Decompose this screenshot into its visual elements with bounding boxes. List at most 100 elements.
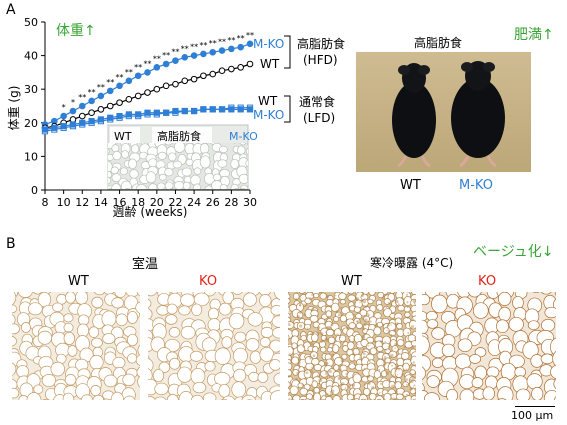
stain-dot xyxy=(288,310,291,313)
adipocyte-cell xyxy=(248,371,260,382)
stain-dot xyxy=(406,301,409,304)
adipocyte-cell xyxy=(497,398,507,400)
stain-dot xyxy=(412,386,415,389)
adipocyte-cell xyxy=(273,292,280,301)
adipocyte-cell xyxy=(311,333,319,342)
stain-dot xyxy=(394,390,398,394)
adipocyte-cell xyxy=(327,336,336,344)
adipocyte-cell xyxy=(422,366,426,380)
stain-dot xyxy=(339,365,341,367)
adipocyte-cell xyxy=(380,370,388,378)
data-point xyxy=(190,52,198,59)
adipocyte-cell xyxy=(422,293,431,306)
adipocyte-cell xyxy=(62,392,75,400)
stain-dot xyxy=(379,382,383,385)
data-point xyxy=(51,124,58,131)
adipocyte-cell xyxy=(111,144,120,153)
stain-dot xyxy=(414,336,416,340)
adipocyte-cell xyxy=(168,327,181,338)
stain-dot xyxy=(351,313,354,316)
adipocyte-cell xyxy=(127,333,138,347)
adipocyte-cell xyxy=(395,393,404,400)
adipocyte-cell xyxy=(313,292,320,299)
histology-inset: WT 高脂肪食 M-KO xyxy=(97,124,258,190)
adipocyte-cell xyxy=(0,322,5,335)
data-point xyxy=(162,60,170,68)
stain-dot xyxy=(410,346,415,350)
adipocyte-cell xyxy=(331,344,340,353)
x-tick-label: 22 xyxy=(168,196,182,209)
adipocyte-cell xyxy=(330,302,340,313)
adipocyte-cell xyxy=(102,333,116,345)
stain-dot xyxy=(345,372,349,376)
adipocyte-cell xyxy=(497,386,514,400)
significance-mark: ** xyxy=(153,54,161,63)
x-tick-label: 10 xyxy=(57,196,71,209)
adipocyte-cell xyxy=(541,318,556,332)
data-point xyxy=(97,106,105,113)
adipocyte-cell xyxy=(199,143,210,155)
stain-dot xyxy=(406,316,409,319)
adipocyte-cell xyxy=(193,292,210,307)
panel-b-letter: B xyxy=(6,236,16,252)
adipocyte-cell xyxy=(120,180,132,189)
stain-dot xyxy=(397,373,399,376)
adipocyte-cell xyxy=(431,357,444,368)
hfd-bracket xyxy=(284,35,291,69)
adipocyte-cell xyxy=(246,399,253,400)
data-point xyxy=(163,109,170,116)
adipocyte-cell xyxy=(108,176,112,185)
data-point xyxy=(246,106,254,113)
data-point xyxy=(181,107,188,115)
adipocyte-cell xyxy=(154,396,167,400)
significance-mark: ** xyxy=(144,59,152,68)
x-tick-label: 28 xyxy=(224,196,238,209)
x-tick-label: 24 xyxy=(187,196,201,209)
data-point xyxy=(190,107,198,115)
adipocyte-cell xyxy=(554,292,556,296)
data-point xyxy=(246,60,254,68)
stain-dot xyxy=(297,361,301,365)
adipocyte-cell xyxy=(333,316,340,322)
stain-dot xyxy=(362,337,366,340)
stain-dot xyxy=(335,310,339,314)
adipocyte-cell xyxy=(402,381,409,388)
stain-dot xyxy=(382,324,385,326)
data-point xyxy=(228,65,235,73)
adipocyte-cell xyxy=(12,335,17,347)
adipocyte-cell xyxy=(339,299,347,305)
stain-dot xyxy=(324,337,328,341)
adipocyte-cell xyxy=(413,400,424,402)
adipocyte-cell xyxy=(288,387,291,394)
data-point xyxy=(88,109,95,117)
adipocyte-cell xyxy=(191,303,203,316)
adipocyte-cell xyxy=(135,301,140,314)
stain-dot xyxy=(312,354,316,358)
adipocyte-cell xyxy=(348,363,356,370)
adipocyte-cell xyxy=(540,353,554,365)
adipocyte-cell xyxy=(396,339,405,347)
stain-dot xyxy=(406,316,410,319)
adipocyte-cell xyxy=(333,364,340,371)
histology-cold-ko xyxy=(413,292,556,402)
adipocyte-cell xyxy=(12,323,20,335)
adipocyte-cell xyxy=(531,386,544,400)
adipocyte-cell xyxy=(65,292,76,304)
adipocyte-cell xyxy=(241,394,257,400)
data-point xyxy=(181,77,189,85)
adipocyte-cell xyxy=(508,354,525,368)
adipocyte-cell xyxy=(0,294,5,306)
adipocyte-cell xyxy=(97,151,105,159)
adipocyte-cell xyxy=(63,313,74,323)
stain-dot xyxy=(387,323,390,327)
adipocyte-cell xyxy=(311,380,319,388)
stain-dot xyxy=(411,377,415,381)
series-group xyxy=(41,40,254,135)
stain-dot xyxy=(350,293,353,296)
adipocyte-cell xyxy=(164,143,173,146)
adipocyte-cell xyxy=(63,331,76,345)
adipocyte-cell xyxy=(508,316,524,332)
adipocyte-cell xyxy=(245,159,248,167)
stain-dot xyxy=(288,374,291,378)
lfd-bracket xyxy=(284,95,291,123)
